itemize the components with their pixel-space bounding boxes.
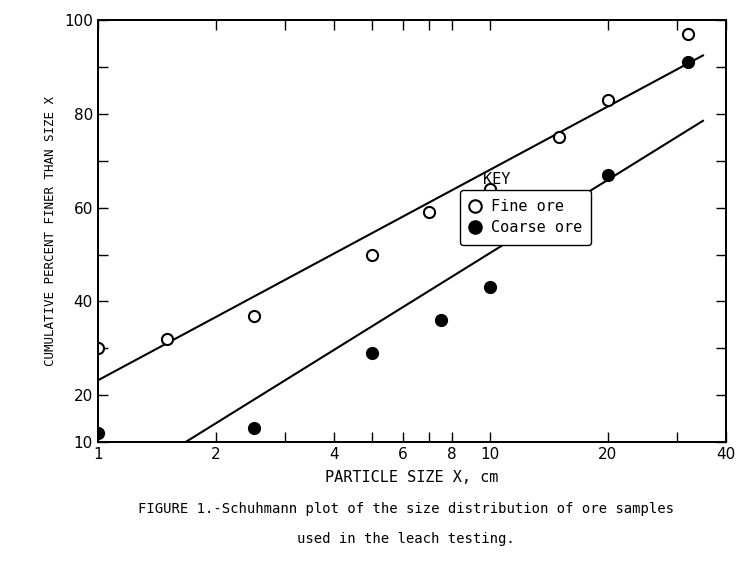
Text: FIGURE 1.-Schuhmann plot of the size distribution of ore samples: FIGURE 1.-Schuhmann plot of the size dis… bbox=[138, 502, 674, 516]
X-axis label: PARTICLE SIZE X, cm: PARTICLE SIZE X, cm bbox=[325, 471, 499, 485]
Text: used in the leach testing.: used in the leach testing. bbox=[297, 532, 515, 546]
Legend: Fine ore, Coarse ore: Fine ore, Coarse ore bbox=[460, 190, 591, 244]
Text: KEY: KEY bbox=[483, 172, 510, 187]
Y-axis label: CUMULATIVE PERCENT FINER THAN SIZE X: CUMULATIVE PERCENT FINER THAN SIZE X bbox=[44, 96, 57, 366]
